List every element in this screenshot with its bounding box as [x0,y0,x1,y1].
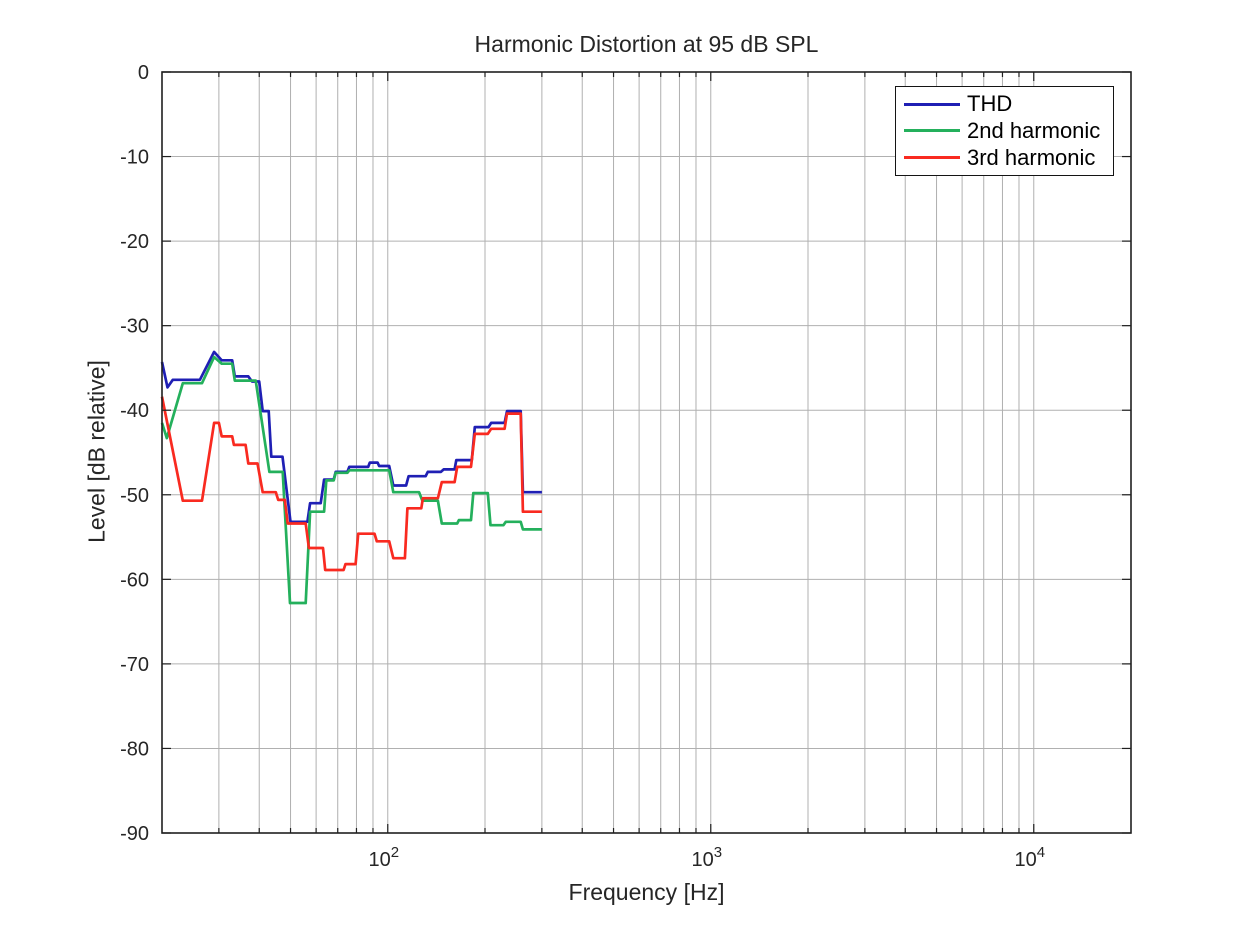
y-tick-label: -90 [120,823,149,845]
y-tick-label: -10 [120,147,149,169]
x-tick-labels: 102 103 104 [368,844,1045,871]
y-tick-label: -30 [120,316,149,338]
y-tick-label: 0 [138,62,149,84]
y-tick-labels: 0 -10 -20 -30 -40 -50 -60 -70 -80 -90 [120,62,149,845]
y-tick-label: -70 [120,654,149,676]
plot-box [161,71,1132,834]
legend-line-sample-3rd-harmonic [904,156,960,160]
x-axis-label: Frequency [Hz] [568,879,725,905]
x-tick-label: 104 [1014,844,1045,871]
y-tick-label: -40 [120,400,149,422]
legend-label-thd: THD [967,91,1013,117]
legend-item-2nd-harmonic: 2nd harmonic [896,118,1113,144]
grid-lines [162,72,1131,833]
legend-item-thd: THD [896,91,1113,117]
legend-box: THD 2nd harmonic 3rd harmonic [895,86,1114,176]
y-tick-label: -50 [120,485,149,507]
chart-title: Harmonic Distortion at 95 dB SPL [474,31,819,57]
axis-ticks [162,71,1131,834]
y-axis-label: Level [dB relative] [83,360,110,543]
series-line-2nd-harmonic [160,355,542,605]
legend-item-3rd-harmonic: 3rd harmonic [896,145,1113,171]
x-tick-label: 103 [691,844,722,871]
y-tick-label: -60 [120,569,149,591]
y-tick-label: -80 [120,738,149,760]
legend-label-2nd-harmonic: 2nd harmonic [967,117,1101,143]
legend-line-sample-thd [904,102,960,106]
legend-line-sample-2nd-harmonic [904,129,960,133]
series-line-3rd-harmonic [160,396,542,572]
x-tick-label: 102 [368,844,399,871]
y-tick-label: -20 [120,231,149,253]
legend-label-3rd-harmonic: 3rd harmonic [967,144,1096,170]
series-lines [160,350,542,605]
